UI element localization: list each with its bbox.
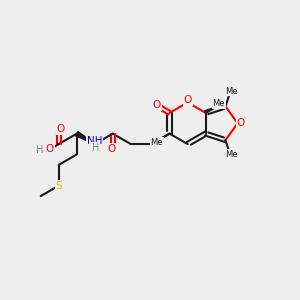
Text: O: O bbox=[45, 143, 54, 154]
Text: O: O bbox=[184, 95, 192, 105]
Text: O: O bbox=[57, 124, 65, 134]
Text: O: O bbox=[108, 143, 116, 154]
Text: O: O bbox=[236, 118, 245, 128]
Text: Me: Me bbox=[150, 138, 163, 147]
Polygon shape bbox=[76, 131, 95, 144]
Text: O: O bbox=[152, 100, 161, 110]
Text: H: H bbox=[36, 146, 43, 155]
Text: NH: NH bbox=[87, 136, 103, 146]
Text: H: H bbox=[92, 143, 99, 153]
Text: Me: Me bbox=[226, 150, 238, 159]
Text: Me: Me bbox=[226, 87, 238, 96]
Text: Me: Me bbox=[212, 99, 225, 108]
Text: S: S bbox=[56, 181, 62, 191]
